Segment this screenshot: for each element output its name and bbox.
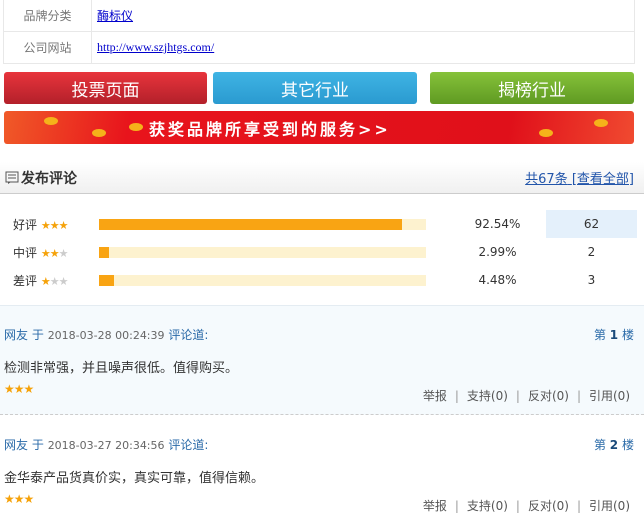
rating-percent: 2.99% [478, 245, 517, 259]
coin-icon [594, 119, 608, 127]
floor-number: 第 1 楼 [593, 328, 634, 342]
rating-label: 差评 ★★★ [13, 273, 69, 288]
vote-page-button[interactable]: 投票页面 [4, 72, 207, 104]
section-title: 发布评论 [21, 170, 77, 187]
banner-text: 获奖品牌所享受到的服务>> [149, 119, 391, 139]
comments-section-header: 发布评论 共67条 [查看全部] [0, 162, 644, 194]
coin-icon [539, 129, 553, 137]
rating-percent: 4.48% [478, 273, 517, 287]
report-button[interactable]: 举报 [422, 499, 447, 513]
star-rating-icon: ★★★ [40, 246, 69, 260]
support-button[interactable]: 支持(0) [466, 389, 508, 403]
brand-info-table: 品牌分类 酶标仪 公司网站 http://www.szjhtgs.com/ [3, 0, 635, 64]
website-label: 公司网站 [4, 32, 92, 63]
rating-bar-fill [99, 246, 109, 258]
rating-bar-fill [99, 274, 114, 286]
rating-percent: 92.54% [474, 217, 521, 231]
rating-bar [99, 218, 426, 230]
other-industry-button[interactable]: 其它行业 [213, 72, 417, 104]
rating-count: 62 [546, 210, 637, 238]
award-services-banner[interactable]: 获奖品牌所享受到的服务>> [4, 111, 634, 144]
brand-category-link[interactable]: 酶标仪 [97, 9, 134, 23]
comment-star-icon: ★★★ [4, 492, 34, 506]
rating-bar-fill [99, 218, 402, 230]
rating-count: 3 [587, 273, 596, 287]
coin-icon [129, 123, 143, 131]
coin-icon [92, 129, 106, 137]
oppose-button[interactable]: 反对(0) [527, 389, 569, 403]
rating-count: 2 [587, 245, 596, 259]
floor-number: 第 2 楼 [593, 438, 634, 452]
comment-text: 金华泰产品货真价实，真实可靠，值得信赖。 [4, 471, 265, 486]
ranking-industry-button[interactable]: 揭榜行业 [430, 72, 634, 104]
comment-text: 检测非常强，并且噪声很低。值得购买。 [4, 361, 239, 376]
rating-label: 中评 ★★★ [13, 245, 69, 260]
comment-highlight-bg [0, 305, 644, 415]
comment-time: 2018-03-27 20:34:56 [47, 439, 165, 452]
comment-actions: 举报 | 支持(0) | 反对(0) | 引用(0) [422, 499, 630, 513]
rating-row: 好评 ★★★ 92.54% 62 [0, 210, 644, 238]
brand-category-label: 品牌分类 [4, 0, 92, 31]
report-button[interactable]: 举报 [422, 389, 447, 403]
website-row: 公司网站 http://www.szjhtgs.com/ [4, 31, 634, 63]
comment-meta: 网友 于 2018-03-28 00:24:39 评论道: [4, 328, 209, 342]
view-all-comments-link[interactable]: 共67条 [查看全部] [525, 168, 634, 187]
rating-bar [99, 246, 426, 258]
comment-star-icon: ★★★ [4, 382, 34, 396]
star-rating-icon: ★★★ [40, 274, 69, 288]
comment-time: 2018-03-28 00:24:39 [47, 329, 165, 342]
rating-bar [99, 274, 426, 286]
rating-row: 差评 ★★★ 4.48% 3 [0, 266, 644, 294]
star-rating-icon: ★★★ [40, 218, 69, 232]
oppose-button[interactable]: 反对(0) [527, 499, 569, 513]
quote-button[interactable]: 引用(0) [589, 499, 630, 513]
quote-button[interactable]: 引用(0) [589, 389, 630, 403]
website-link[interactable]: http://www.szjhtgs.com/ [97, 40, 215, 54]
rating-label: 好评 ★★★ [13, 217, 69, 232]
comment-icon [5, 171, 19, 184]
coin-icon [44, 117, 58, 125]
rating-row: 中评 ★★★ 2.99% 2 [0, 238, 644, 266]
total-count: 共67条 [525, 172, 568, 187]
comment-meta: 网友 于 2018-03-27 20:34:56 评论道: [4, 438, 209, 452]
view-all-label: [查看全部] [571, 172, 634, 187]
brand-category-row: 品牌分类 酶标仪 [4, 0, 634, 31]
comment-actions: 举报 | 支持(0) | 反对(0) | 引用(0) [422, 389, 630, 403]
support-button[interactable]: 支持(0) [466, 499, 508, 513]
